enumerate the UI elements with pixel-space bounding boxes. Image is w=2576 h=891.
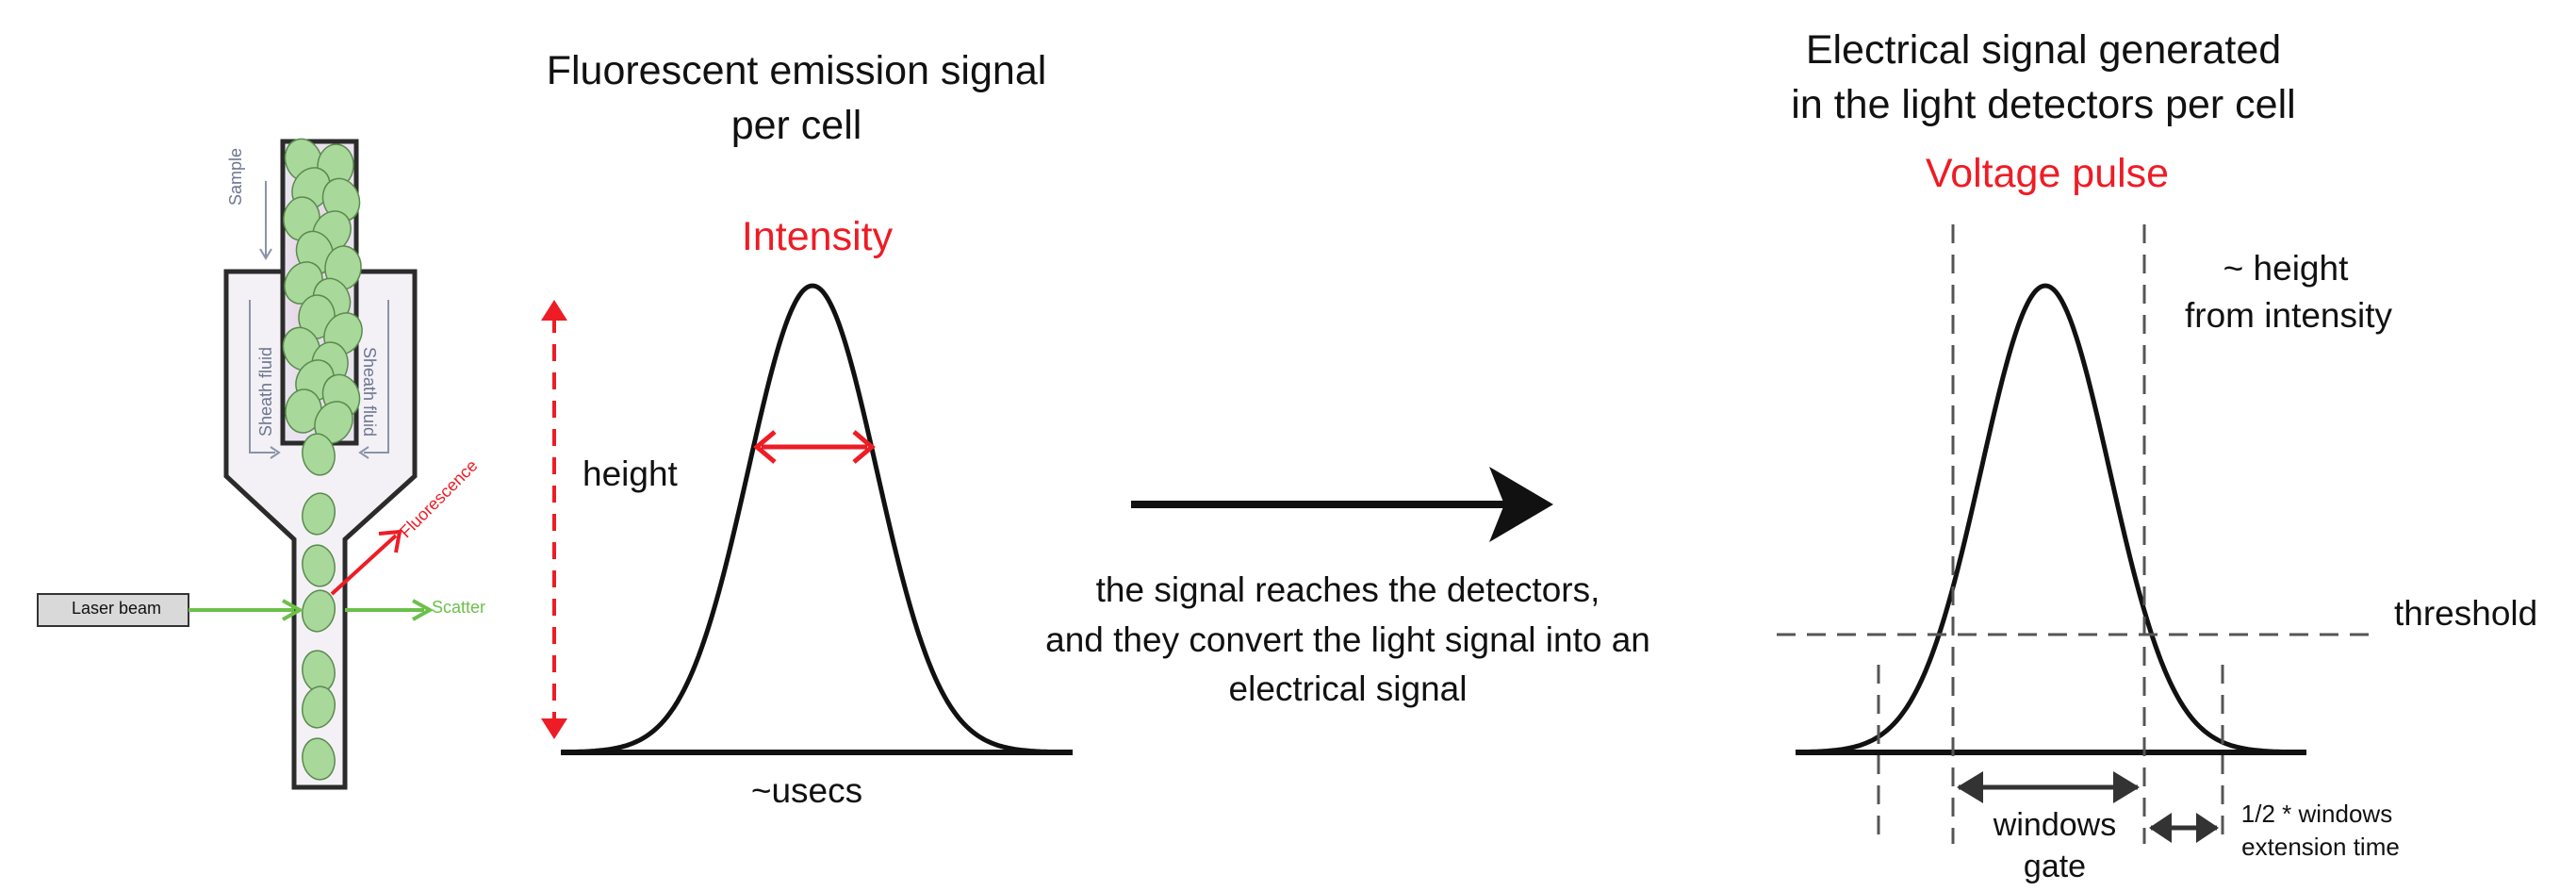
pulse-curve: [1795, 283, 2306, 755]
sample-cells: [282, 138, 363, 444]
single-cell: [302, 685, 336, 729]
window-gate-label-line2: gate: [2023, 849, 2087, 884]
electrical-title-line2: in the light detectors per cell: [1791, 82, 2296, 127]
extension-label-line2: extension time: [2241, 833, 2400, 861]
laser-source: [37, 593, 189, 627]
pulse-plot: [1777, 224, 2375, 844]
sample-label: Sample: [226, 147, 245, 206]
single-cell: [302, 433, 336, 476]
process-arrow: [1131, 467, 1553, 542]
single-cell: [302, 492, 336, 536]
extension-label-line1: 1/2 * windows: [2240, 800, 2393, 828]
single-cell: [302, 544, 336, 587]
sheath-fluid-left-label: Sheath fluid: [256, 346, 275, 437]
scatter-label: Scatter: [432, 598, 486, 617]
laser-beam-label: Laser beam: [72, 599, 162, 618]
emission-title-line2: per cell: [730, 103, 862, 148]
threshold-label: threshold: [2394, 594, 2538, 633]
single-cell: [302, 589, 336, 633]
emission-plot: [541, 283, 1073, 755]
height-note-line2: from intensity: [2184, 296, 2393, 335]
sheath-fluid-right-label: Sheath fluid: [360, 347, 379, 437]
height-label: height: [582, 454, 678, 493]
voltage-pulse-label: Voltage pulse: [1925, 151, 2170, 196]
transition-line2: and they convert the light signal into a…: [1045, 620, 1650, 659]
single-file-cells: [302, 433, 336, 781]
time-label: ~usecs: [750, 771, 863, 810]
emission-curve: [561, 283, 1073, 755]
transition-line3: electrical signal: [1228, 669, 1468, 708]
window-gate-label-line1: windows: [1993, 807, 2117, 843]
single-cell: [302, 737, 336, 781]
emission-title-line1: Fluorescent emission signal: [546, 48, 1047, 93]
height-note-line1: ~ height: [2223, 249, 2349, 288]
electrical-title-line1: Electrical signal generated: [1805, 27, 2282, 73]
transition-line1: the signal reaches the detectors,: [1095, 570, 1600, 609]
intensity-label: Intensity: [741, 214, 894, 259]
flow-cell: [37, 138, 435, 790]
